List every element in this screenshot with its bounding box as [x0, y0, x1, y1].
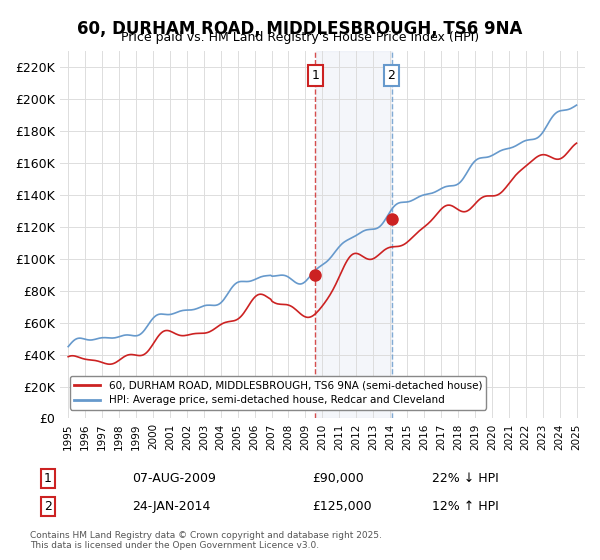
Text: 60, DURHAM ROAD, MIDDLESBROUGH, TS6 9NA: 60, DURHAM ROAD, MIDDLESBROUGH, TS6 9NA — [77, 20, 523, 38]
Text: £125,000: £125,000 — [312, 500, 371, 514]
Text: Contains HM Land Registry data © Crown copyright and database right 2025.
This d: Contains HM Land Registry data © Crown c… — [30, 531, 382, 550]
Text: Price paid vs. HM Land Registry's House Price Index (HPI): Price paid vs. HM Land Registry's House … — [121, 31, 479, 44]
Legend: 60, DURHAM ROAD, MIDDLESBROUGH, TS6 9NA (semi-detached house), HPI: Average pric: 60, DURHAM ROAD, MIDDLESBROUGH, TS6 9NA … — [70, 376, 487, 409]
Text: £90,000: £90,000 — [312, 472, 364, 486]
Text: 12% ↑ HPI: 12% ↑ HPI — [432, 500, 499, 514]
Text: 1: 1 — [311, 69, 319, 82]
Bar — [316, 52, 392, 418]
Text: 07-AUG-2009: 07-AUG-2009 — [132, 472, 216, 486]
Text: 22% ↓ HPI: 22% ↓ HPI — [432, 472, 499, 486]
Text: 24-JAN-2014: 24-JAN-2014 — [132, 500, 211, 514]
Text: 2: 2 — [44, 500, 52, 514]
Text: 2: 2 — [388, 69, 395, 82]
Text: 1: 1 — [44, 472, 52, 486]
